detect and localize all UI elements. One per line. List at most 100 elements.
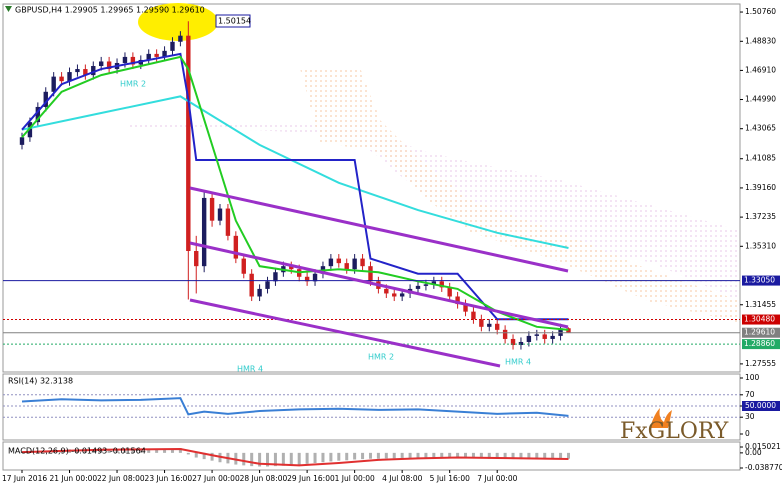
candle-body — [479, 319, 484, 327]
macd-bar — [416, 452, 420, 458]
macd-title: MACD(12,26,9) -0.01493 -0.01564 — [8, 447, 146, 456]
macd-bar — [170, 448, 174, 453]
candle-body — [415, 285, 421, 289]
macd-bar — [202, 452, 206, 460]
macd-bar — [384, 452, 388, 459]
candle-body — [423, 284, 429, 286]
x-tick-label: 4 Jul 08:00 — [382, 474, 422, 483]
candle-body — [392, 293, 397, 297]
macd-bar — [289, 452, 293, 465]
y-tick-label: 1.35310 — [745, 241, 776, 250]
macd-bar — [313, 452, 317, 464]
y-tick-label: 100 — [745, 373, 760, 382]
candle-body — [170, 41, 175, 51]
macd-bar — [400, 452, 404, 458]
macd-bar — [566, 452, 570, 459]
y-tick-label: 1.41085 — [745, 154, 776, 163]
macd-bar — [503, 452, 507, 459]
candle-body — [19, 137, 25, 145]
macd-bar — [20, 452, 24, 453]
candle-body — [526, 335, 532, 342]
macd-bar — [543, 452, 547, 459]
rsi-panel — [2, 373, 741, 441]
candle-body — [130, 56, 136, 65]
level-label-box — [742, 314, 780, 325]
x-tick-label: 17 Jun 2016 — [2, 474, 47, 483]
indicator-line — [21, 55, 569, 331]
candle-body — [439, 281, 444, 288]
macd-bar — [329, 452, 333, 462]
indicator-line — [21, 397, 569, 417]
macd-bar — [305, 452, 309, 464]
candle-body — [122, 56, 128, 63]
chart-title: GBPUSD,H4 1.29905 1.29965 1.29590 1.2961… — [15, 6, 205, 15]
macd-bar — [535, 452, 539, 460]
cloud — [300, 68, 738, 322]
x-tick-label: 28 Jun 08:00 — [240, 474, 288, 483]
indicator-line — [21, 95, 569, 249]
candle-body — [431, 281, 437, 285]
candle-body — [312, 273, 318, 282]
macd-bar — [242, 452, 246, 466]
x-tick-label: 5 Jul 16:00 — [430, 474, 470, 483]
candle-body — [194, 251, 199, 267]
candle-body — [471, 311, 476, 320]
candle-body — [360, 258, 365, 267]
candle-body — [217, 208, 223, 221]
channel-line — [189, 298, 501, 368]
indicator-line — [21, 447, 569, 467]
macd-bar — [178, 448, 182, 453]
macd-bar — [210, 452, 214, 461]
macd-bar — [368, 452, 372, 459]
candle-body — [336, 258, 341, 264]
candle-body — [75, 69, 80, 73]
highlight — [138, 3, 218, 41]
candle-body — [51, 76, 56, 92]
level-label: 1.33050 — [744, 276, 775, 285]
macd-bar — [147, 448, 151, 453]
channel-line — [189, 241, 569, 329]
y-tick-label: 1.37235 — [745, 212, 776, 221]
candle-body — [273, 272, 278, 282]
candle-body — [257, 288, 262, 297]
logo-flame — [650, 408, 672, 428]
macd-bar — [281, 452, 285, 466]
macd-bar — [559, 452, 563, 459]
macd-bar — [487, 452, 491, 459]
macd-bar — [353, 452, 357, 460]
y-tick-label: 1.48830 — [745, 36, 776, 45]
candle-body — [241, 258, 246, 274]
annotation: 1.50154 — [218, 17, 251, 26]
y-tick-label: 1.44990 — [745, 95, 776, 104]
macd-bar — [186, 452, 190, 455]
macd-bar — [376, 452, 380, 459]
candle-body — [106, 61, 112, 70]
level-label-box — [742, 275, 780, 286]
x-tick-label: 7 Jul 00:00 — [477, 474, 517, 483]
level-label: 1.29610 — [744, 328, 775, 337]
candle-body — [99, 61, 104, 67]
icon — [5, 6, 12, 12]
y-tick-label: -0.038770 — [745, 463, 782, 472]
candle-body — [162, 50, 167, 57]
macd-bar — [408, 452, 412, 458]
level-label: 1.30480 — [744, 315, 775, 324]
macd-bar — [511, 452, 515, 460]
candle-body — [550, 335, 555, 339]
y-tick-label: 0.015021 — [745, 442, 781, 451]
macd-bar — [361, 452, 365, 460]
cloud — [130, 125, 738, 300]
candle-body — [368, 266, 373, 282]
y-tick-box — [742, 401, 780, 411]
candle-body — [289, 266, 294, 270]
x-tick-label: 21 Jun 00:00 — [50, 474, 98, 483]
candle-body — [265, 281, 270, 289]
macd-bar — [424, 452, 428, 458]
y-tick-label: 1.46910 — [745, 65, 776, 74]
candle-body — [328, 258, 334, 267]
macd-bar — [392, 452, 396, 459]
macd-bar — [266, 452, 270, 467]
x-tick-label: 22 Jun 08:00 — [97, 474, 145, 483]
candle-body — [558, 328, 563, 336]
